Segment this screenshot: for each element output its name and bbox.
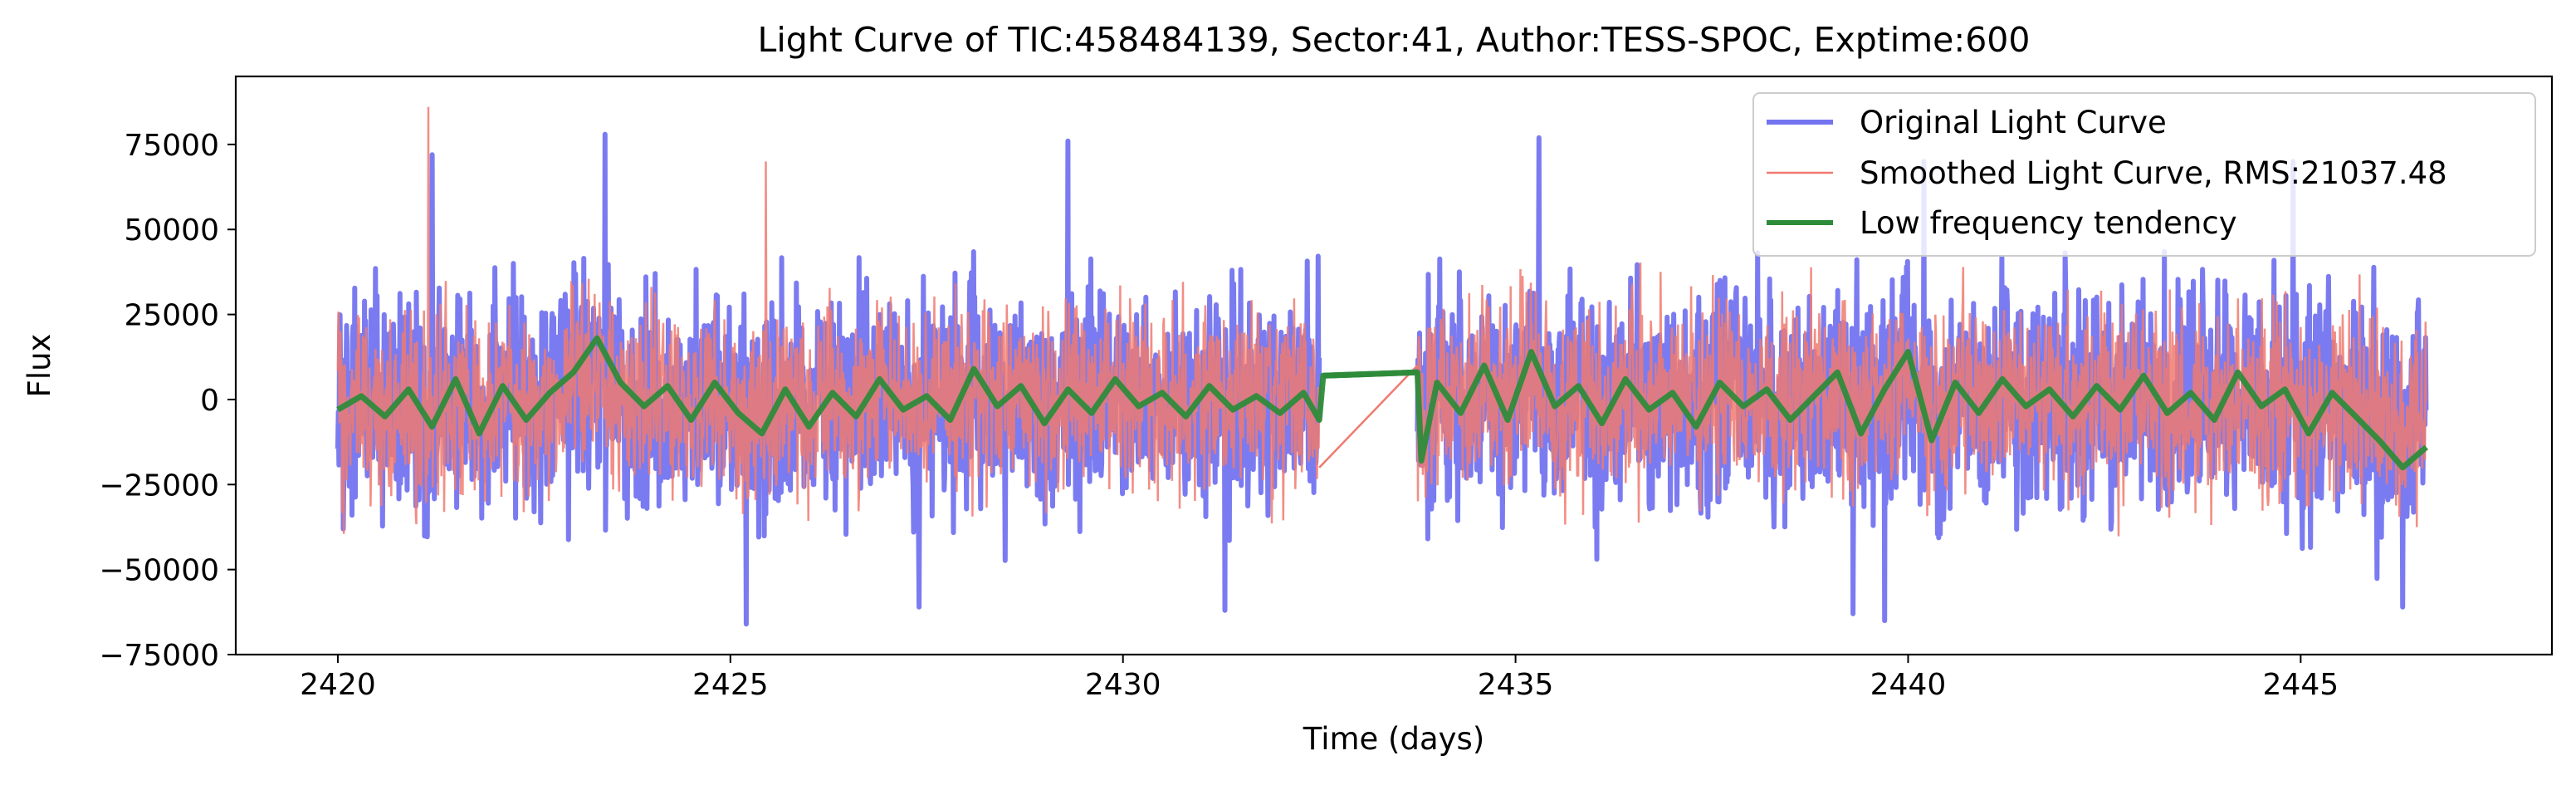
legend: Original Light Curve Smoothed Light Curv… (1752, 92, 2536, 257)
series-smoothed-light-curve-segment-0 (336, 106, 1321, 534)
y-axis-label: Flux (22, 334, 57, 398)
legend-label-trend: Low frequency tendency (1860, 205, 2237, 241)
x-axis-label: Time (days) (1303, 721, 1485, 757)
series-smoothed-gap-bridge (1318, 365, 1419, 469)
y-tick-label: 0 (200, 384, 219, 418)
y-tick-label: 75000 (124, 129, 219, 163)
series-tendency-gap-line (1322, 369, 1418, 379)
x-tick-label: 2430 (1085, 668, 1161, 702)
x-tick-label: 2435 (1478, 668, 1554, 702)
legend-label-smoothed: Smoothed Light Curve, RMS:21037.48 (1860, 155, 2447, 191)
y-tick-label: −75000 (99, 639, 219, 673)
series-low-frequency-tendency (336, 335, 2428, 471)
x-tick-label: 2440 (1870, 668, 1947, 702)
legend-label-original: Original Light Curve (1860, 105, 2167, 140)
y-tick-label: 50000 (124, 213, 219, 248)
x-axis: 2420 2425 2430 2435 2440 2445 (300, 655, 2339, 702)
y-tick-label: −50000 (99, 554, 219, 588)
y-tick-label: 25000 (124, 299, 219, 333)
x-tick-label: 2420 (300, 668, 376, 702)
plot-area-frame (234, 75, 2554, 656)
x-tick-label: 2445 (2263, 668, 2339, 702)
y-axis: −75000 −50000 −25000 0 25000 50000 75000 (99, 129, 236, 673)
chart-title: Light Curve of TIC:458484139, Sector:41,… (758, 20, 2031, 60)
y-tick-label: −25000 (99, 469, 219, 503)
legend-box (1752, 92, 2536, 257)
plot-series-layer (335, 106, 2429, 627)
x-tick-label: 2425 (692, 668, 769, 702)
